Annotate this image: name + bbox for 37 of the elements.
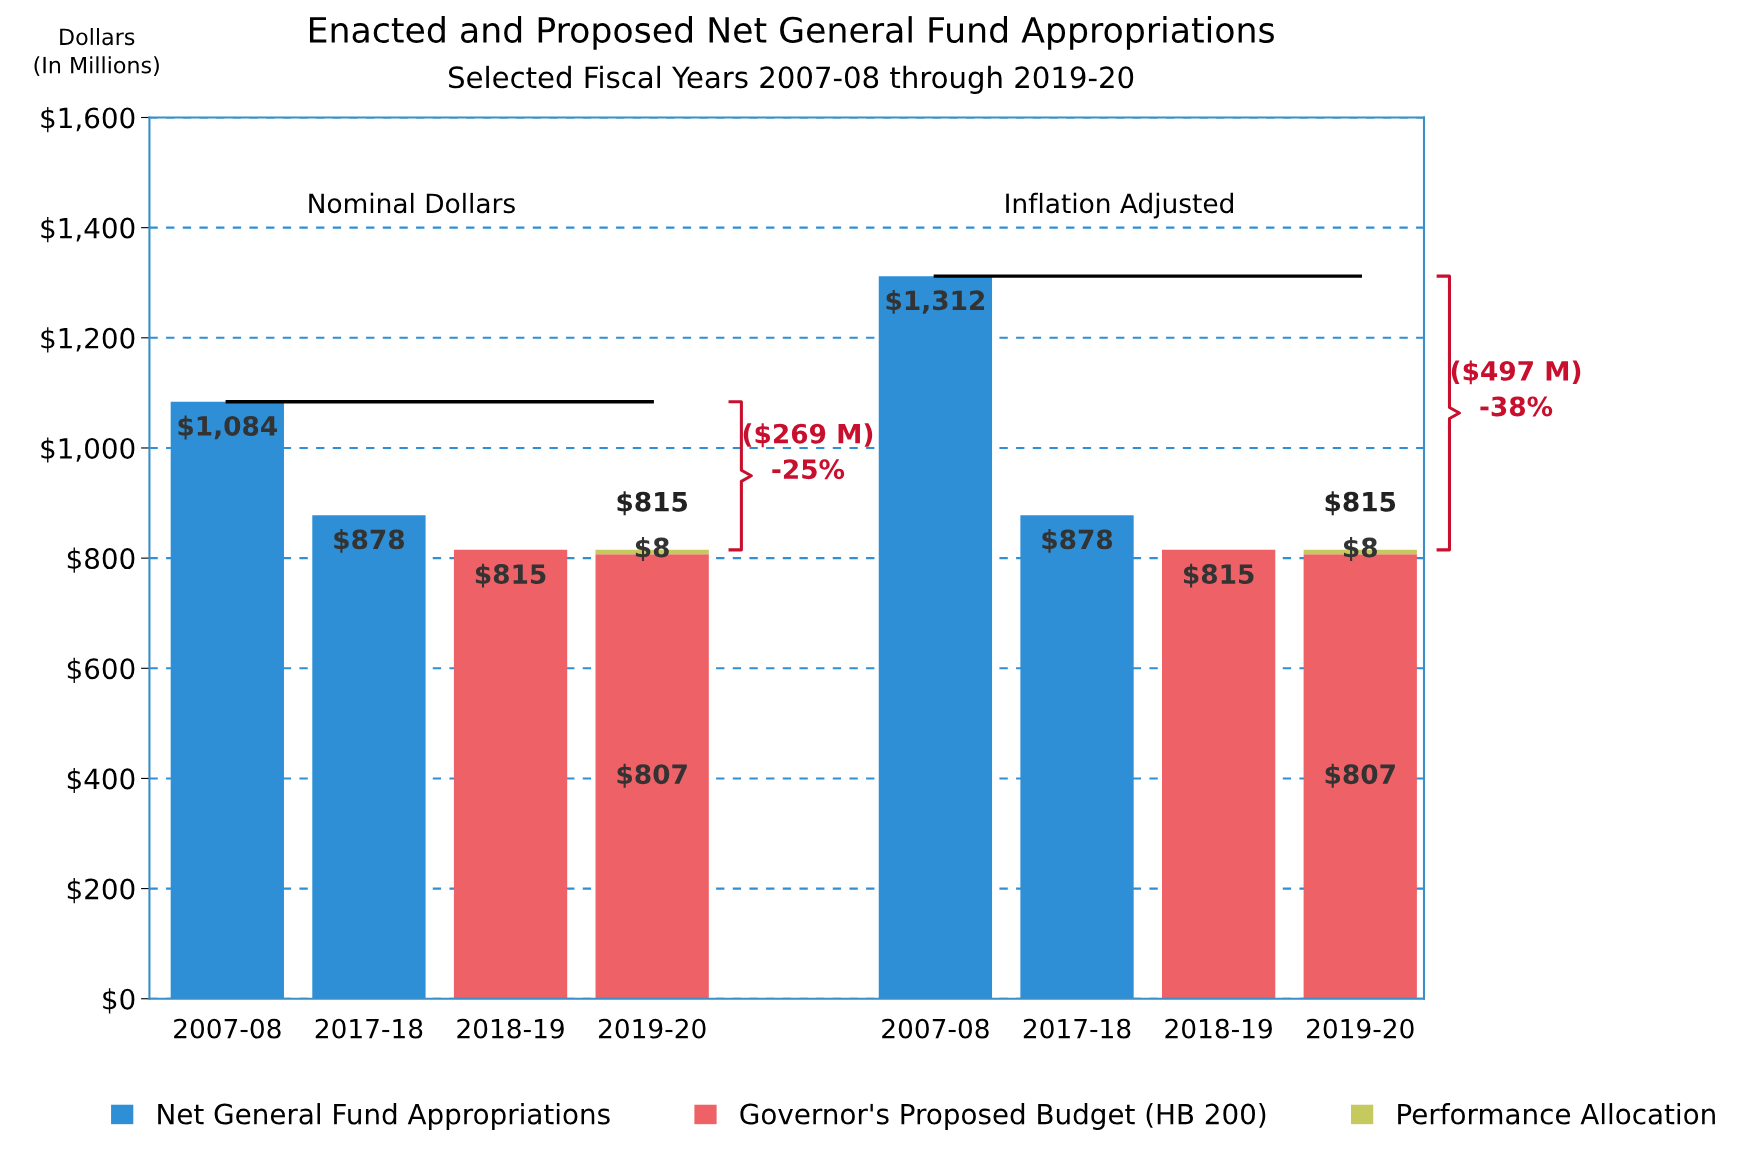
legend-label: Performance Allocation [1398,1103,1715,1125]
legend-label: Governor's Proposed Budget (HB 200) [740,1103,1266,1130]
annotation: Inflation Adjusted [1006,192,1233,219]
y-tick-label: $200 [67,878,135,904]
x-tick-label: 2019-20 [598,1018,706,1039]
data-label: $815 [1183,563,1254,588]
y-tick-label: $400 [67,767,135,794]
annotation: ($269 M) -25% [743,423,873,480]
data-label: $1,084 [178,415,278,440]
x-tick-label: 2018-19 [457,1018,564,1039]
y-tick-label: $600 [67,657,135,683]
legend-label: Net General Fund Appropriations [158,1103,610,1130]
data-label: $878 [1042,528,1113,553]
x-tick-label: 2018-19 [1165,1018,1272,1039]
y-tick-label: $0 [103,988,135,1014]
total-label: $815 [617,491,688,516]
text: ($497 M) -38% [1451,360,1581,417]
y-tick-label: $1,200 [41,327,135,353]
chart-subtitle: Selected Fiscal Years 2007-08 through 2019-20 [449,65,1134,95]
data-label: $807 [617,763,687,788]
x-tick-label: 2007-08 [174,1018,281,1039]
y-tick-label: $1,400 [41,217,135,243]
data-label: $807 [1325,763,1395,788]
y-tick-label: $1,600 [41,106,135,133]
y-axis-title: Dollars (In Millions) [34,27,159,77]
data-label: $878 [334,528,405,553]
x-tick-label: 2007-08 [882,1018,989,1039]
x-tick-label: 2017-18 [1023,1018,1131,1039]
x-tick-label: 2019-20 [1307,1018,1414,1039]
y-tick-label: $1,000 [41,437,135,463]
chart-title: Enacted and Proposed Net General Fund Appropriations [309,16,1274,50]
data-label: $815 [475,563,546,588]
total-label: $815 [1325,491,1396,516]
y-tick-label: $800 [67,547,135,573]
annotation: Nominal Dollars [309,192,515,214]
data-label: $1,312 [886,289,985,314]
x-tick-label: 2017-18 [315,1018,423,1039]
